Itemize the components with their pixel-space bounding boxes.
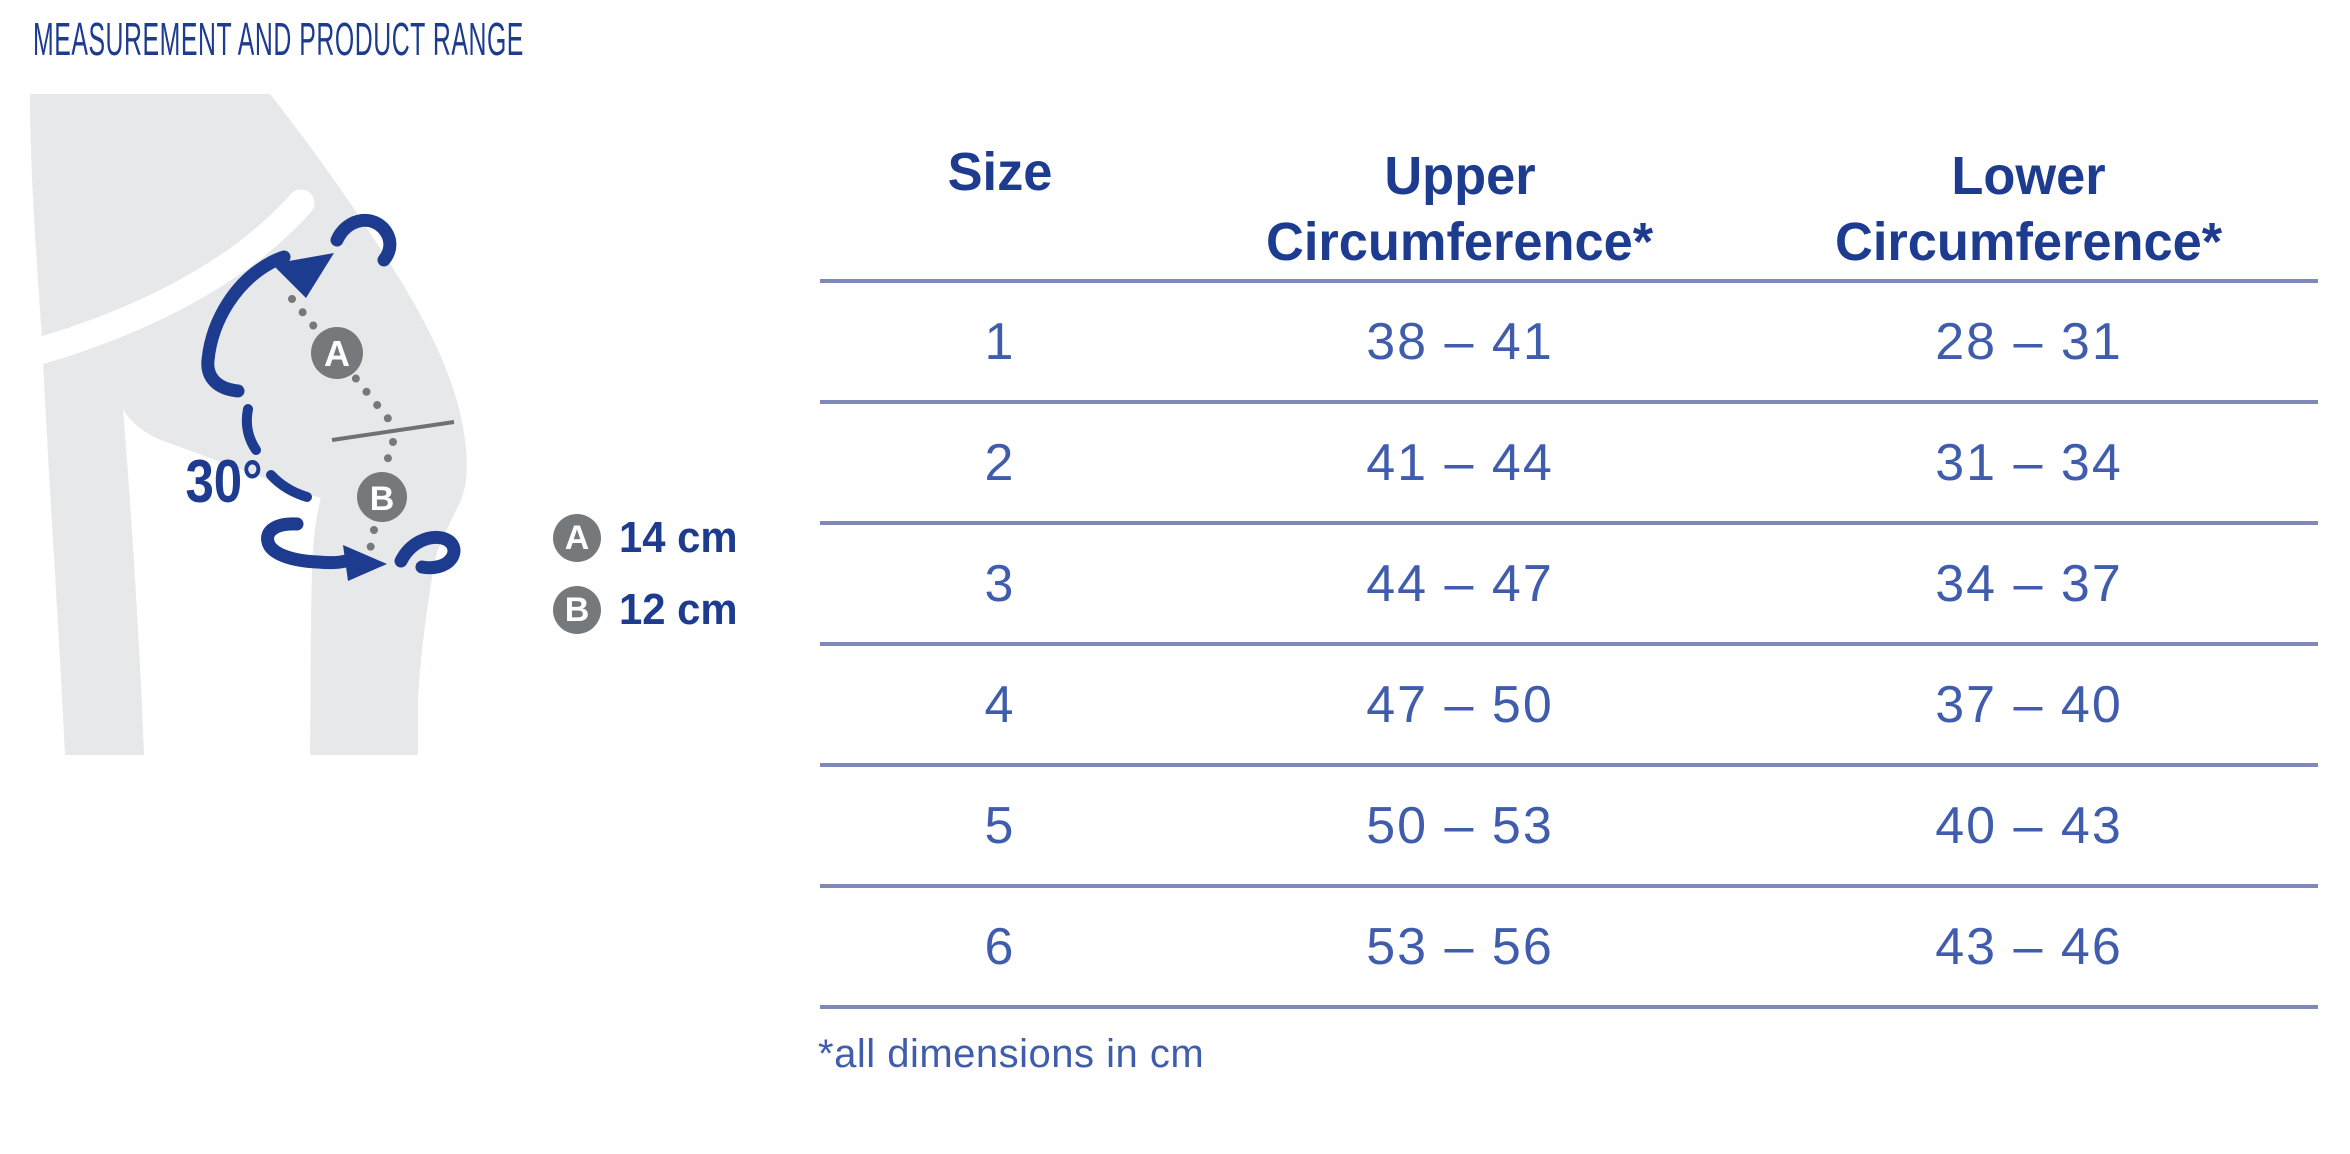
- measurement-legend: A 14 cm B 12 cm: [553, 513, 744, 658]
- size-table: Size Upper Circumference* Lower Circumfe…: [820, 95, 2318, 1009]
- legend-row-b: B 12 cm: [553, 585, 744, 634]
- angle-arc-dashes: [241, 404, 312, 502]
- col-header-lower-circumference: Lower Circumference*: [1835, 146, 2223, 272]
- thigh-rotation-arrowhead: [272, 253, 334, 298]
- row-6-upper: 53 – 56: [1366, 917, 1554, 976]
- legend-marker-a-icon: A: [553, 514, 601, 562]
- row-4-size: 4: [984, 675, 1016, 734]
- gluteal-fold-gap: [20, 189, 315, 371]
- thigh-rotation-arrow: [201, 213, 397, 398]
- col-header-size: Size: [947, 142, 1053, 202]
- marker-a-label: A: [324, 333, 350, 374]
- row-6-size: 6: [984, 917, 1016, 976]
- table-row: 3 44 – 47 34 – 37: [820, 525, 2318, 646]
- row-2-lower: 31 – 34: [1935, 433, 2123, 492]
- page-title: MEASUREMENT AND PRODUCT RANGE: [33, 13, 524, 65]
- row-2-size: 2: [984, 433, 1016, 492]
- col-header-upper-circumference: Upper Circumference*: [1266, 146, 1654, 272]
- table-footnote: *all dimensions in cm: [818, 1032, 1205, 1076]
- row-6-lower: 43 – 46: [1935, 917, 2123, 976]
- knee-axis-line: [331, 420, 455, 442]
- marker-b-label: B: [370, 480, 395, 518]
- legend-value-b: 12 cm: [619, 585, 738, 634]
- row-3-size: 3: [984, 554, 1016, 613]
- row-5-upper: 50 – 53: [1366, 796, 1554, 855]
- calf-rotation-arrowhead: [343, 545, 387, 581]
- table-row: 2 41 – 44 31 – 34: [820, 404, 2318, 525]
- knee-measurement-diagram: 30° A B: [20, 94, 467, 755]
- row-1-upper: 38 – 41: [1366, 312, 1554, 371]
- row-1-lower: 28 – 31: [1935, 312, 2123, 371]
- table-row: 6 53 – 56 43 – 46: [820, 888, 2318, 1009]
- legend-value-a: 14 cm: [619, 513, 738, 562]
- row-3-lower: 34 – 37: [1935, 554, 2123, 613]
- marker-b-circle: [357, 472, 407, 522]
- row-4-lower: 37 – 40: [1935, 675, 2123, 734]
- row-1-size: 1: [984, 312, 1016, 371]
- table-row: 5 50 – 53 40 – 43: [820, 767, 2318, 888]
- marker-a-circle: [311, 327, 363, 379]
- table-row: 4 47 – 50 37 – 40: [820, 646, 2318, 767]
- table-row: 1 38 – 41 28 – 31: [820, 283, 2318, 404]
- legend-row-a: A 14 cm: [553, 513, 744, 562]
- thigh-rotation-arrow-back-arc: [330, 213, 397, 267]
- row-5-size: 5: [984, 796, 1016, 855]
- row-5-lower: 40 – 43: [1935, 796, 2123, 855]
- legend-marker-b-icon: B: [553, 586, 601, 634]
- row-2-upper: 41 – 44: [1366, 433, 1554, 492]
- angle-label: 30°: [185, 448, 262, 515]
- size-table-header: Size Upper Circumference* Lower Circumfe…: [820, 95, 2318, 283]
- row-4-upper: 47 – 50: [1366, 675, 1554, 734]
- calf-rotation-arrow: [261, 517, 461, 575]
- calf-rotation-arrow-back-arc: [394, 530, 461, 575]
- row-3-upper: 44 – 47: [1366, 554, 1554, 613]
